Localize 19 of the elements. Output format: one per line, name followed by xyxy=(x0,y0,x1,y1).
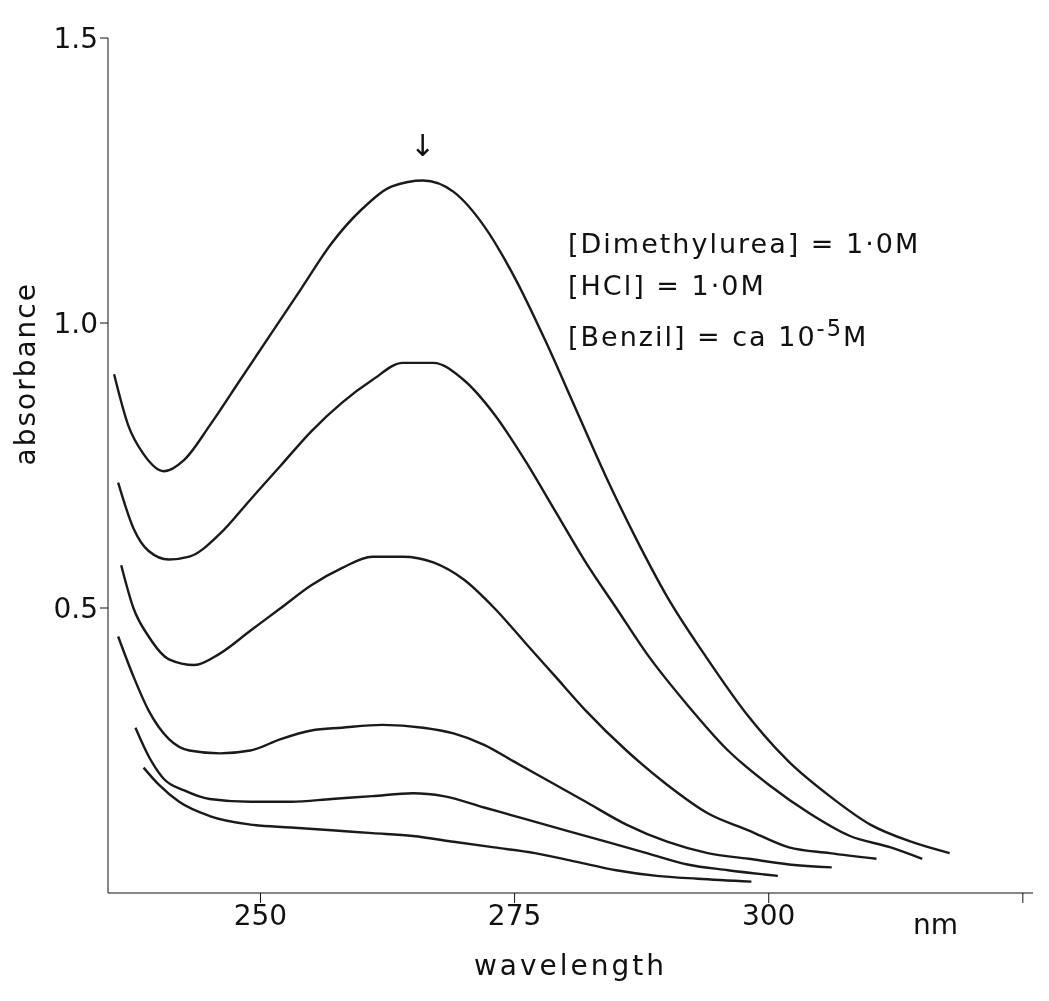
y-tick-label: 1.5 xyxy=(53,21,98,55)
line-series xyxy=(120,555,878,860)
x-tick-label: 275 xyxy=(487,898,542,932)
line-series xyxy=(142,766,753,883)
x-axis-title: wavelength xyxy=(473,949,668,982)
y-axis-title: absorbance xyxy=(8,282,42,466)
y-tick-label: 0.5 xyxy=(53,591,98,625)
annotation: ↓ xyxy=(410,128,436,163)
annotation: [HCl] = 1·0M xyxy=(568,269,767,303)
annotation: [Benzil] = ca 10$^{-5}$M xyxy=(568,314,870,354)
line-series xyxy=(112,179,951,855)
line-series xyxy=(116,635,833,869)
line-series xyxy=(134,726,780,878)
line-series xyxy=(116,361,924,860)
annotation: [Dimethylurea] = 1·0M xyxy=(568,227,921,261)
y-tick-label: 1.0 xyxy=(53,306,98,340)
text: nm xyxy=(913,908,959,941)
x-tick-label: 250 xyxy=(233,898,288,932)
x-tick-label: 300 xyxy=(741,898,796,932)
